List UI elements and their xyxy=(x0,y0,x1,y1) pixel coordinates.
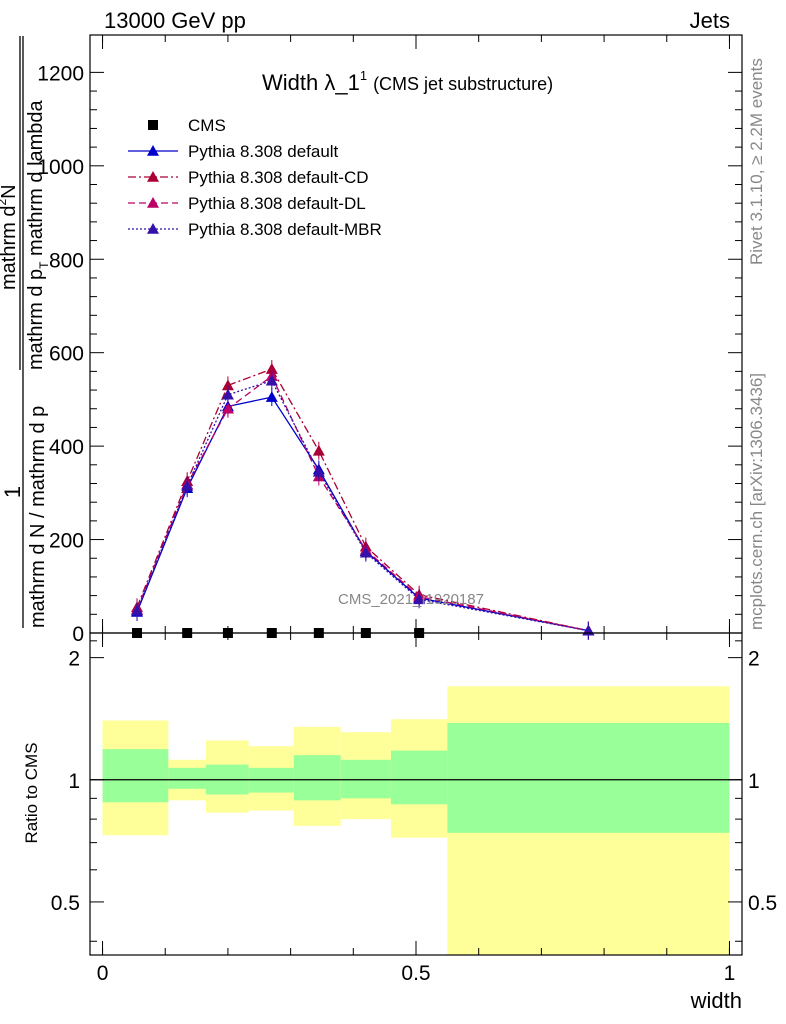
plot-title-main: Width λ_1 xyxy=(262,70,360,95)
rivet-label: Rivet 3.1.10, ≥ 2.2M events xyxy=(747,58,766,265)
ylabel-num-bottom: mathrm d pT mathrm d lambda xyxy=(25,99,51,370)
ratio-axis-ticks: 0.5 0.5 1 1 2 2 0 0.5 1 xyxy=(51,633,777,985)
legend-label-4: Pythia 8.308 default-MBR xyxy=(188,220,382,239)
ratio-band-inner-4 xyxy=(293,755,341,801)
ylabel-den: mathrm d N / mathrm d p xyxy=(27,406,49,628)
plot-title-note: (CMS jet substructure) xyxy=(373,74,553,94)
x-axis-label: width xyxy=(690,988,742,1013)
legend: CMS Pythia 8.308 default Pythia 8.308 defa… xyxy=(128,116,382,239)
ratio-ytick-label-right: 0.5 xyxy=(748,892,777,915)
y-axis-label: 1 mathrm d N / mathrm d p mathrm d2N mat… xyxy=(0,36,51,628)
xtick-label: 0 xyxy=(97,962,109,985)
ratio-ylabel: Ratio to CMS xyxy=(22,742,41,843)
main-ytick-label: 800 xyxy=(49,249,84,272)
ylabel-num: mathrm d2N xyxy=(0,184,20,290)
legend-label-1: Pythia 8.308 default xyxy=(188,142,339,161)
ylabel-num-top: mathrm d xyxy=(0,206,20,290)
series-point-2 xyxy=(312,444,325,456)
ylabel-num-bottom-main: mathrm d p xyxy=(25,269,47,370)
xtick-label: 1 xyxy=(724,962,736,985)
series-line-1 xyxy=(136,396,589,632)
series-point-4 xyxy=(312,465,325,477)
main-ytick-label: 1000 xyxy=(37,156,84,179)
xtick-label: 0.5 xyxy=(401,962,430,985)
header-left: 13000 GeV pp xyxy=(104,8,246,33)
ratio-band-inner-1 xyxy=(168,767,206,789)
legend-marker-3 xyxy=(147,197,159,208)
main-axis-ticks: 0 200 400 600 800 1000 1200 xyxy=(37,35,742,646)
ylabel-num-n: N xyxy=(0,184,20,198)
ylabel-one: 1 xyxy=(0,486,25,498)
main-ytick-label: 1200 xyxy=(37,62,84,85)
series-line-3 xyxy=(136,375,589,632)
series-point-2 xyxy=(221,379,234,391)
series-point-4 xyxy=(413,593,426,605)
ylabel-num-sup: 2 xyxy=(0,199,9,206)
ratio-ytick-label: 2 xyxy=(68,648,80,671)
ratio-ytick-label-right: 1 xyxy=(748,770,760,793)
legend-label-3: Pythia 8.308 default-DL xyxy=(188,194,366,213)
header-right: Jets xyxy=(690,8,730,33)
series-point-3 xyxy=(221,402,234,414)
series-point-4 xyxy=(265,374,278,386)
plot-title: Width λ_11 (CMS jet substructure) xyxy=(262,68,553,95)
legend-marker-0 xyxy=(148,120,158,130)
series-point-4 xyxy=(221,388,234,400)
legend-marker-4 xyxy=(147,223,159,234)
main-ytick-label: 400 xyxy=(49,436,84,459)
ratio-band-inner-0 xyxy=(102,749,169,803)
ylabel-num-tail: mathrm d lambda xyxy=(25,99,47,261)
ratio-band-inner-5 xyxy=(340,759,391,799)
main-ytick-label: 0 xyxy=(72,623,84,646)
series-point-1 xyxy=(265,391,278,402)
ylabel-num-sub: T xyxy=(37,261,51,269)
ratio-ytick-label-right: 2 xyxy=(748,648,760,671)
main-ytick-label: 200 xyxy=(49,530,84,553)
plot-title-sup: 1 xyxy=(360,68,367,83)
legend-marker-2 xyxy=(147,171,159,182)
legend-label-2: Pythia 8.308 default-CD xyxy=(188,168,369,187)
series-point-4 xyxy=(181,479,194,491)
ratio-bands xyxy=(90,686,742,955)
main-ytick-label: 600 xyxy=(49,343,84,366)
ratio-ytick-label: 1 xyxy=(68,770,80,793)
watermark: CMS_2021_I1920187 xyxy=(338,591,484,608)
mcplots-label: mcplots.cern.ch [arXiv:1306.3436] xyxy=(747,373,766,630)
series-line-2 xyxy=(136,368,589,632)
ratio-band-inner-7 xyxy=(447,723,730,833)
series-point-4 xyxy=(359,546,372,558)
ratio-band-inner-6 xyxy=(390,750,448,805)
series-point-4 xyxy=(131,604,144,616)
ratio-ytick-label: 0.5 xyxy=(51,892,80,915)
legend-marker-1 xyxy=(147,145,159,156)
legend-label-0: CMS xyxy=(188,116,226,135)
